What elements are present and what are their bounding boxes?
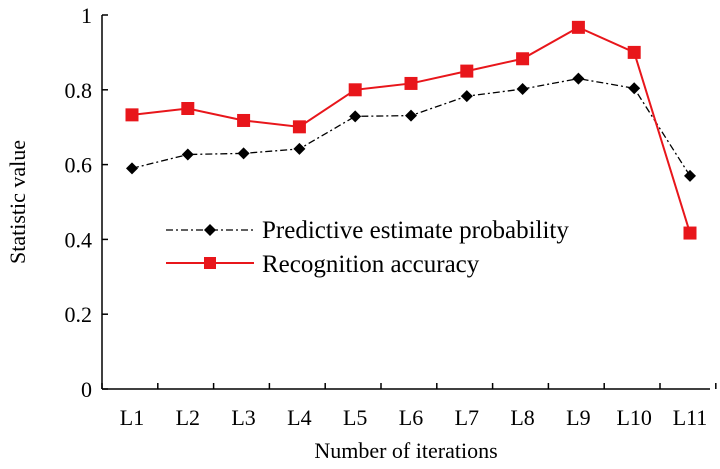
legend-label-predictive: Predictive estimate probability: [262, 217, 569, 244]
y-tick-label: 0: [81, 377, 92, 402]
y-tick-label: 0.6: [65, 153, 93, 178]
series-layer: [125, 20, 697, 240]
x-tick-label: L8: [510, 405, 534, 430]
data-point: [126, 162, 138, 175]
x-tick-label: L5: [343, 405, 367, 430]
legend: Predictive estimate probability Recognit…: [166, 217, 569, 278]
data-point: [181, 102, 195, 115]
y-ticks: 0 0.2 0.4 0.6 0.8 1: [65, 3, 108, 402]
data-point: [293, 142, 306, 155]
y-tick-label: 0.8: [65, 78, 93, 103]
axes: [101, 15, 710, 390]
data-point: [516, 83, 529, 96]
data-point: [125, 108, 139, 122]
x-tick-label: L11: [673, 405, 708, 430]
x-ticks: L1 L2 L3 L4 L5 L6 L7 L8 L9 L10 L11: [101, 383, 717, 430]
data-point: [237, 147, 250, 160]
series-line: [131, 77, 691, 177]
series-recognition: [125, 20, 697, 240]
data-point: [684, 169, 696, 182]
data-point: [572, 72, 585, 85]
x-tick-label: L9: [566, 405, 590, 430]
data-point: [405, 109, 417, 122]
x-tick-label: L1: [120, 405, 144, 430]
x-tick-label: L4: [287, 405, 311, 430]
data-point: [292, 120, 306, 134]
y-tick-label: 0.4: [65, 227, 93, 252]
data-point: [181, 148, 194, 161]
x-tick-label: L10: [616, 405, 651, 430]
data-point: [460, 90, 473, 103]
legend-label-recognition: Recognition accuracy: [262, 251, 480, 278]
data-point: [571, 20, 585, 34]
data-point: [348, 83, 362, 97]
legend-marker-predictive: [204, 224, 216, 236]
data-point: [683, 226, 697, 240]
data-point: [404, 76, 418, 90]
data-point: [516, 52, 530, 66]
series-predictive: [126, 72, 696, 182]
series-line: [131, 26, 691, 234]
x-tick-label: L6: [399, 405, 423, 430]
data-point: [237, 113, 251, 127]
x-tick-label: L3: [231, 405, 255, 430]
y-tick-label: 0.2: [65, 302, 93, 327]
x-tick-label: L7: [455, 405, 479, 430]
legend-marker-recognition: [204, 257, 216, 269]
data-point: [628, 82, 641, 95]
y-tick-label: 1: [81, 3, 92, 28]
x-axis-title: Number of iterations: [314, 438, 497, 463]
data-point: [627, 45, 641, 59]
data-point: [460, 64, 474, 78]
legend-item-predictive: Predictive estimate probability: [166, 217, 569, 244]
legend-item-recognition: Recognition accuracy: [166, 251, 480, 278]
y-axis-title: Statistic value: [5, 140, 30, 264]
data-point: [349, 110, 362, 123]
x-tick-label: L2: [176, 405, 200, 430]
